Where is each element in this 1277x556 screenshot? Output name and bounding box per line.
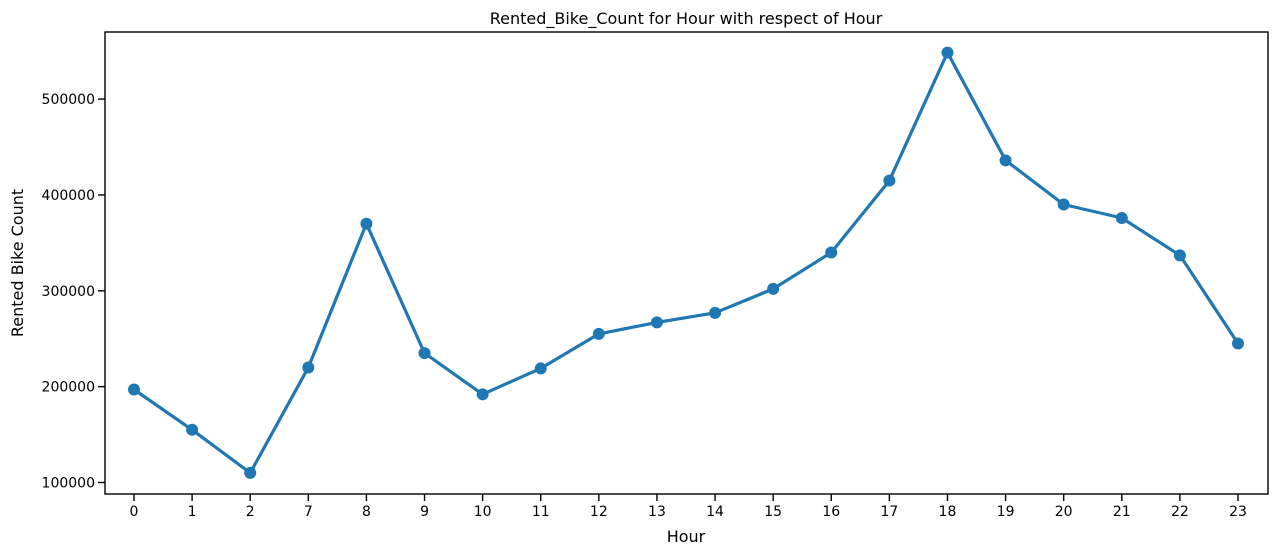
x-tick-label: 23 xyxy=(1229,504,1247,520)
data-point xyxy=(128,383,140,396)
x-tick-label: 14 xyxy=(706,504,724,520)
data-point xyxy=(186,423,199,436)
x-axis: 0 1 2 7 8 9 10 11 12 13 14 15 16 17 18 19 20 21 22 23 xyxy=(130,494,1247,520)
x-tick-label: 17 xyxy=(880,504,898,520)
plot-frame xyxy=(104,31,1269,495)
data-point xyxy=(825,246,838,259)
x-tick-label: 0 xyxy=(130,504,139,520)
data-point xyxy=(650,316,663,329)
data-point xyxy=(767,282,780,295)
data-point xyxy=(1057,198,1070,211)
x-tick-label: 12 xyxy=(590,504,608,520)
x-tick-label: 9 xyxy=(420,504,429,520)
x-tick-label: 2 xyxy=(246,504,255,520)
data-point xyxy=(302,361,315,374)
data-point xyxy=(244,466,257,479)
data-point xyxy=(360,217,373,230)
x-tick-label: 22 xyxy=(1171,504,1189,520)
x-tick-label: 8 xyxy=(362,504,371,520)
y-tick-label: 200000 xyxy=(42,380,95,396)
x-tick-label: 11 xyxy=(532,504,550,520)
x-tick-label: 7 xyxy=(304,504,313,520)
x-tick-label: 15 xyxy=(764,504,782,520)
data-point xyxy=(1173,249,1186,262)
y-axis-title: Rented Bike Count xyxy=(8,189,27,337)
x-axis-title: Hour xyxy=(667,527,706,546)
data-point xyxy=(534,362,547,375)
x-tick-label: 19 xyxy=(997,504,1015,520)
series-line xyxy=(132,50,1240,475)
chart-title: Rented_Bike_Count for Hour with respect … xyxy=(490,9,883,29)
x-tick-label: 10 xyxy=(474,504,492,520)
data-point xyxy=(1232,337,1244,350)
y-tick-label: 500000 xyxy=(42,92,95,108)
data-point xyxy=(1115,211,1128,224)
data-point xyxy=(418,347,431,360)
data-point xyxy=(999,154,1012,167)
data-point xyxy=(476,388,489,401)
data-point xyxy=(709,306,722,319)
x-tick-label: 20 xyxy=(1055,504,1073,520)
y-tick-label: 100000 xyxy=(42,475,95,491)
y-tick-label: 400000 xyxy=(42,188,95,204)
y-tick-label: 300000 xyxy=(42,284,95,300)
x-tick-label: 18 xyxy=(939,504,957,520)
data-point xyxy=(592,327,605,340)
data-point xyxy=(883,174,896,187)
plot-area xyxy=(128,46,1244,479)
data-point xyxy=(941,46,954,59)
x-tick-label: 16 xyxy=(822,504,840,520)
y-axis: 100000 200000 300000 400000 500000 xyxy=(42,92,105,491)
x-tick-label: 13 xyxy=(648,504,666,520)
x-tick-label: 1 xyxy=(188,504,197,520)
x-tick-label: 21 xyxy=(1113,504,1131,520)
